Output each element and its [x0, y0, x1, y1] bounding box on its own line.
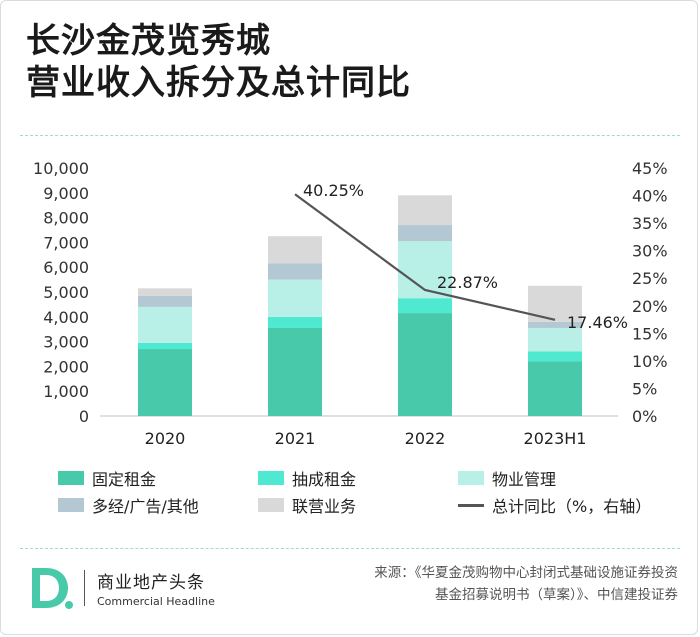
brand-d-icon	[28, 564, 74, 612]
category-label: 2023H1	[524, 429, 587, 448]
brand-logo: 商业地产头条 Commercial Headline	[28, 564, 215, 612]
left-tick-label: 6,000	[43, 258, 89, 277]
right-tick-label: 35%	[632, 214, 668, 233]
right-axis-ticks: 0% 5% 10% 15% 20% 25% 30% 35% 40% 45%	[632, 159, 668, 426]
bar-segment	[138, 342, 192, 350]
bar-segment	[528, 321, 582, 328]
stacked-bars	[138, 195, 582, 416]
left-tick-label: 7,000	[43, 233, 89, 252]
yoy-data-label: 22.87%	[437, 273, 498, 292]
title-line-2: 营业收入拆分及总计同比	[26, 63, 411, 103]
yoy-line	[294, 193, 556, 321]
left-tick-label: 5,000	[43, 283, 89, 302]
bar-segment	[268, 316, 322, 328]
bar-segment	[138, 349, 192, 416]
right-tick-label: 25%	[632, 269, 668, 288]
source-line-2: 基金招募说明书（草案）》、中信建投证券	[435, 587, 678, 603]
left-tick-label: 2,000	[43, 357, 89, 376]
yoy-data-label: 40.25%	[303, 181, 364, 200]
right-tick-label: 20%	[632, 297, 668, 316]
left-tick-label: 4,000	[43, 308, 89, 327]
bar-segment	[138, 306, 192, 343]
category-label: 2022	[405, 429, 446, 448]
bar-segment	[268, 279, 322, 317]
chart-title: 长沙金茂览秀城 营业收入拆分及总计同比	[26, 20, 411, 104]
bar-segment	[398, 225, 452, 242]
brand-name-en: Commercial Headline	[97, 595, 215, 608]
bar-segment	[138, 295, 192, 307]
bar-segment	[138, 288, 192, 296]
bar-segment	[268, 327, 322, 416]
bottom-divider	[20, 548, 680, 549]
left-axis-ticks: 0 1,000 2,000 3,000 4,000 5,000 6,000 7,000 8,00…	[33, 159, 89, 426]
bar-segment	[528, 351, 582, 362]
bar-segment	[268, 236, 322, 264]
right-tick-label: 45%	[632, 159, 668, 178]
category-label: 2020	[145, 429, 186, 448]
right-tick-label: 0%	[632, 407, 657, 426]
bar-segment	[268, 263, 322, 280]
bar-segment	[398, 195, 452, 226]
logo-separator	[84, 570, 85, 606]
right-tick-label: 15%	[632, 324, 668, 343]
source-note: 来源：《华夏金茂购物中心封闭式基础设施证券投资 基金招募说明书（草案）》、中信建…	[374, 562, 678, 606]
left-tick-label: 9,000	[43, 184, 89, 203]
yoy-data-label: 17.46%	[567, 313, 628, 332]
left-tick-label: 3,000	[43, 333, 89, 352]
yoy-data-labels: 40.25% 22.87% 17.46%	[303, 181, 628, 332]
title-line-1: 长沙金茂览秀城	[26, 21, 271, 61]
category-label: 2021	[275, 429, 316, 448]
bar-segment	[398, 313, 452, 416]
bar-segment	[528, 361, 582, 416]
right-tick-label: 5%	[632, 379, 657, 398]
left-tick-label: 1,000	[43, 382, 89, 401]
right-tick-label: 10%	[632, 352, 668, 371]
bar-segment	[528, 327, 582, 352]
category-labels: 2020 2021 2022 2023H1	[145, 429, 587, 448]
source-line-1: 来源：《华夏金茂购物中心封闭式基础设施证券投资	[374, 565, 678, 581]
bar-segment	[398, 298, 452, 314]
right-tick-label: 30%	[632, 242, 668, 261]
right-tick-label: 40%	[632, 187, 668, 206]
brand-name-cn: 商业地产头条	[97, 573, 205, 593]
left-tick-label: 0	[79, 407, 89, 426]
left-tick-label: 8,000	[43, 209, 89, 228]
top-divider	[20, 135, 680, 136]
left-tick-label: 10,000	[33, 159, 89, 178]
